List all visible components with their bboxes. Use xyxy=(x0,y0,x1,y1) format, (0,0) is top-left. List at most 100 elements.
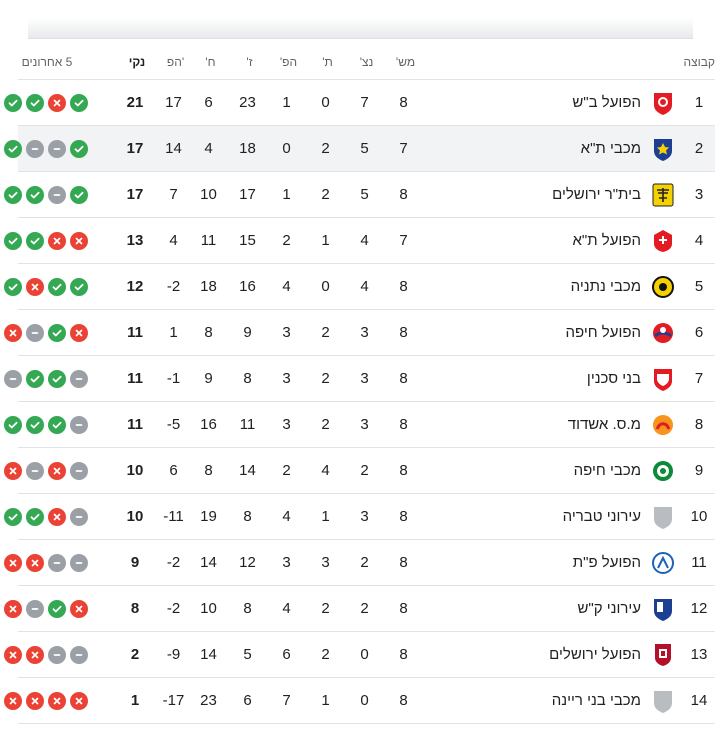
check-icon[interactable] xyxy=(70,93,88,112)
goals-against: 4 xyxy=(204,140,213,157)
goals-against: 16 xyxy=(200,416,217,433)
cross-icon[interactable] xyxy=(48,231,66,250)
minus-icon[interactable] xyxy=(70,461,88,480)
check-icon[interactable] xyxy=(26,185,44,204)
team-name[interactable]: עירוני טבריה xyxy=(562,508,641,525)
cross-icon[interactable] xyxy=(70,231,88,250)
cross-icon[interactable] xyxy=(48,507,66,526)
check-icon[interactable] xyxy=(26,415,44,434)
team-name[interactable]: מכבי בני ריינה xyxy=(551,692,641,709)
played: 8 xyxy=(399,554,408,571)
table-row[interactable]: 10 עירוני טבריה 8 3 1 4 8 19 -11 10 xyxy=(4,494,715,540)
cross-icon[interactable] xyxy=(4,645,22,664)
team-name[interactable]: הפועל פ"ת xyxy=(572,554,641,571)
team-name[interactable]: מ.ס. אשדוד xyxy=(567,416,641,433)
minus-icon[interactable] xyxy=(70,415,88,434)
losses: 3 xyxy=(282,554,291,571)
check-icon[interactable] xyxy=(48,323,66,342)
check-icon[interactable] xyxy=(70,277,88,296)
check-icon[interactable] xyxy=(26,93,44,112)
cross-icon[interactable] xyxy=(70,691,88,710)
minus-icon[interactable] xyxy=(48,645,66,664)
check-icon[interactable] xyxy=(48,415,66,434)
wins: 3 xyxy=(360,416,369,433)
draws: 2 xyxy=(321,324,330,341)
minus-icon[interactable] xyxy=(70,645,88,664)
goal-difference: -2 xyxy=(166,554,181,571)
cross-icon[interactable] xyxy=(4,553,22,572)
cross-icon[interactable] xyxy=(4,323,22,342)
check-icon[interactable] xyxy=(48,277,66,296)
table-row[interactable]: 3 בית"ר ירושלים 8 5 2 1 17 10 7 17 xyxy=(4,172,715,218)
minus-icon[interactable] xyxy=(26,461,44,480)
check-icon[interactable] xyxy=(48,369,66,388)
table-row[interactable]: 11 הפועל פ"ת 8 2 3 3 12 14 -2 9 xyxy=(4,540,715,586)
team-name[interactable]: מכבי חיפה xyxy=(573,462,641,479)
cross-icon[interactable] xyxy=(48,691,66,710)
check-icon[interactable] xyxy=(4,415,22,434)
team-name[interactable]: עירוני ק"ש xyxy=(577,600,641,617)
points: 10 xyxy=(126,462,144,479)
table-row[interactable]: 14 מכבי בני ריינה 8 0 1 7 6 23 -17 1 xyxy=(4,678,715,724)
minus-icon[interactable] xyxy=(48,185,66,204)
cross-icon[interactable] xyxy=(26,277,44,296)
table-row[interactable]: 2 מכבי ת"א 7 5 2 0 18 4 14 17 xyxy=(4,126,715,172)
team-name[interactable]: הפועל ב"ש xyxy=(572,94,641,111)
goals-against: 10 xyxy=(200,186,217,203)
cross-icon[interactable] xyxy=(26,553,44,572)
check-icon[interactable] xyxy=(4,231,22,250)
minus-icon[interactable] xyxy=(4,369,22,388)
rank: 5 xyxy=(694,278,704,295)
cross-icon[interactable] xyxy=(26,645,44,664)
cross-icon[interactable] xyxy=(4,599,22,618)
check-icon[interactable] xyxy=(4,93,22,112)
check-icon[interactable] xyxy=(4,507,22,526)
check-icon[interactable] xyxy=(4,139,22,158)
cross-icon[interactable] xyxy=(48,93,66,112)
goals-for: 18 xyxy=(239,140,256,157)
check-icon[interactable] xyxy=(70,185,88,204)
table-row[interactable]: 12 עירוני ק"ש 8 2 2 4 8 10 -2 8 xyxy=(4,586,715,632)
team-name[interactable]: מכבי ת"א xyxy=(580,140,641,157)
team-name[interactable]: בני סכנין xyxy=(586,370,641,387)
check-icon[interactable] xyxy=(26,231,44,250)
cross-icon[interactable] xyxy=(26,691,44,710)
cross-icon[interactable] xyxy=(4,691,22,710)
check-icon[interactable] xyxy=(4,185,22,204)
team-name[interactable]: מכבי נתניה xyxy=(570,278,641,295)
table-row[interactable]: 4 הפועל ת"א 7 4 1 2 15 11 4 13 xyxy=(4,218,715,264)
check-icon[interactable] xyxy=(48,599,66,618)
check-icon[interactable] xyxy=(26,507,44,526)
played: 8 xyxy=(399,646,408,663)
team-name[interactable]: בית"ר ירושלים xyxy=(552,186,641,203)
goals-for: 17 xyxy=(239,186,256,203)
team-name[interactable]: הפועל ירושלים xyxy=(549,646,641,663)
team-name[interactable]: הפועל חיפה xyxy=(565,324,641,341)
minus-icon[interactable] xyxy=(48,139,66,158)
cross-icon[interactable] xyxy=(70,599,88,618)
minus-icon[interactable] xyxy=(26,139,44,158)
cross-icon[interactable] xyxy=(70,323,88,342)
table-row[interactable]: 1 הפועל ב"ש 8 7 0 1 23 6 17 21 xyxy=(4,80,715,126)
minus-icon[interactable] xyxy=(70,553,88,572)
check-icon[interactable] xyxy=(26,369,44,388)
minus-icon[interactable] xyxy=(48,553,66,572)
rank: 3 xyxy=(694,186,704,203)
cross-icon[interactable] xyxy=(48,461,66,480)
draws: 1 xyxy=(321,232,330,249)
minus-icon[interactable] xyxy=(70,369,88,388)
table-row[interactable]: 13 הפועל ירושלים 8 0 2 6 5 14 -9 2 xyxy=(4,632,715,678)
points: 21 xyxy=(126,94,144,111)
table-row[interactable]: 5 מכבי נתניה 8 4 0 4 16 18 -2 12 xyxy=(4,264,715,310)
team-name[interactable]: הפועל ת"א xyxy=(572,232,641,249)
table-row[interactable]: 8 מ.ס. אשדוד 8 3 2 3 11 16 -5 11 xyxy=(4,402,715,448)
minus-icon[interactable] xyxy=(26,323,44,342)
table-row[interactable]: 6 הפועל חיפה 8 3 2 3 9 8 1 11 xyxy=(4,310,715,356)
check-icon[interactable] xyxy=(4,277,22,296)
cross-icon[interactable] xyxy=(4,461,22,480)
table-row[interactable]: 9 מכבי חיפה 8 2 4 2 14 8 6 10 xyxy=(4,448,715,494)
minus-icon[interactable] xyxy=(26,599,44,618)
table-row[interactable]: 7 בני סכנין 8 3 2 3 8 9 -1 11 xyxy=(4,356,715,402)
minus-icon[interactable] xyxy=(70,507,88,526)
check-icon[interactable] xyxy=(70,139,88,158)
